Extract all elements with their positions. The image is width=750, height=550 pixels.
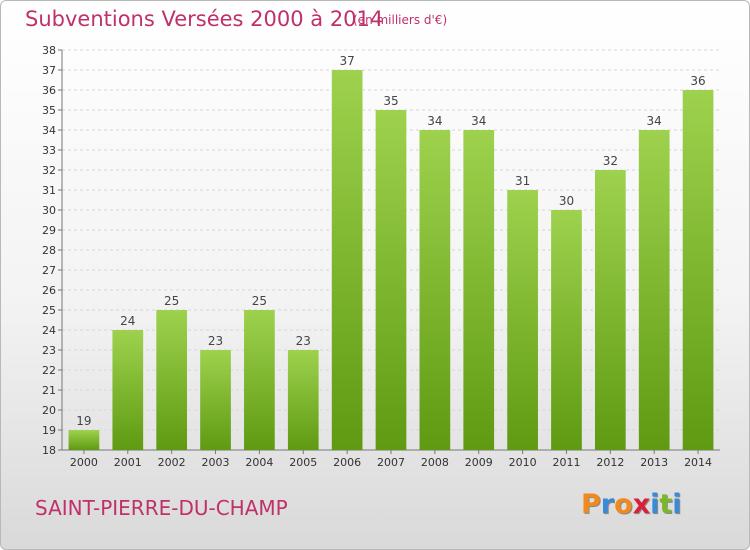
y-tick-label: 21 [42,384,56,397]
y-tick-label: 38 [42,44,56,57]
data-label: 31 [515,174,530,188]
brand-letter: i [650,489,660,520]
x-tick-label: 2009 [465,456,493,469]
commune-name: SAINT-PIERRE-DU-CHAMP [35,496,288,520]
brand-letter: t [659,489,673,520]
data-label: 34 [427,114,442,128]
bar [112,330,144,450]
y-tick-label: 19 [42,424,56,437]
data-label: 36 [690,74,705,88]
bar [682,90,714,450]
y-tick-label: 23 [42,344,56,357]
bar [638,130,670,450]
bar [507,190,538,450]
y-tick-label: 18 [42,444,56,457]
brand-letter: o [614,489,633,520]
y-tick-label: 30 [42,204,56,217]
data-label: 34 [647,114,662,128]
bar [463,130,495,450]
brand-letter: P [581,489,601,520]
x-tick-label: 2004 [245,456,273,469]
y-tick-label: 25 [42,304,56,317]
brand-letter: x [632,489,651,520]
data-label: 25 [252,294,267,308]
bar [331,70,363,450]
data-label: 24 [120,314,135,328]
proxiti-logo: Proxiti [581,489,682,520]
bar [200,350,231,450]
data-label: 37 [339,54,354,68]
x-tick-label: 2003 [202,456,230,469]
y-tick-label: 36 [42,84,56,97]
x-tick-label: 2008 [421,456,449,469]
y-tick-label: 22 [42,364,56,377]
x-tick-label: 2006 [333,456,361,469]
data-label: 32 [603,154,618,168]
x-tick-label: 2012 [596,456,624,469]
y-tick-label: 33 [42,144,56,157]
bar [287,350,319,450]
y-tick-label: 34 [42,124,56,137]
data-label: 34 [471,114,486,128]
x-tick-label: 2011 [552,456,580,469]
brand-letter: i [672,489,682,520]
y-tick-label: 26 [42,284,56,297]
y-tick-label: 37 [42,64,56,77]
data-label: 23 [208,334,223,348]
x-tick-label: 2007 [377,456,405,469]
y-tick-label: 27 [42,264,56,277]
bar [419,130,451,450]
chart-title: Subventions Versées 2000 à 2014 [25,7,384,31]
data-label: 19 [76,414,91,428]
data-label: 23 [296,334,311,348]
bar [594,170,626,450]
x-tick-label: 2013 [640,456,668,469]
data-label: 25 [164,294,179,308]
x-tick-label: 2014 [684,456,712,469]
brand-letter: r [600,489,615,520]
y-tick-label: 35 [42,104,56,117]
x-tick-label: 2002 [158,456,186,469]
bar [68,430,100,450]
y-tick-label: 20 [42,404,56,417]
y-tick-label: 31 [42,184,56,197]
bar [156,310,188,450]
chart-unit: (en milliers d'€) [353,13,448,27]
bar [551,210,582,450]
x-tick-label: 2000 [70,456,98,469]
bar [244,310,275,450]
x-tick-label: 2010 [509,456,537,469]
x-tick-label: 2005 [289,456,317,469]
x-tick-label: 2001 [114,456,142,469]
y-tick-label: 32 [42,164,56,177]
y-tick-label: 24 [42,324,56,337]
bar [375,110,407,450]
y-tick-label: 28 [42,244,56,257]
y-tick-label: 29 [42,224,56,237]
data-label: 35 [383,94,398,108]
data-label: 30 [559,194,574,208]
